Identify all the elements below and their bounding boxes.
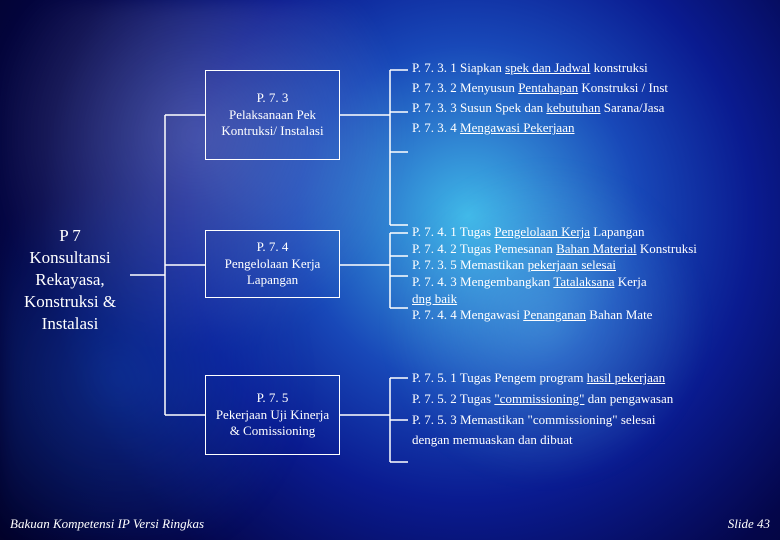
mid-code: P. 7. 3: [257, 90, 289, 107]
leaf-item: P. 7. 3. 5 Memastikan pekerjaan selesai: [412, 257, 780, 274]
leaf-item: P. 7. 5. 3 Memastikan "commissioning" se…: [412, 410, 772, 431]
leaf-item: P. 7. 4. 3 Mengembangkan Tatalaksana Ker…: [412, 274, 780, 291]
leaf-item: P. 7. 5. 2 Tugas "commissioning" dan pen…: [412, 389, 772, 410]
leaf-item: P. 7. 3. 2 Menyusun Pentahapan Konstruks…: [412, 78, 772, 98]
root-code: P 7: [59, 225, 81, 247]
leaf-group-7-4: P. 7. 4. 1 Tugas Pengelolaan Kerja Lapan…: [412, 224, 780, 324]
leaf-item: P. 7. 5. 1 Tugas Pengem program hasil pe…: [412, 368, 772, 389]
mid-node-7-4: P. 7. 4 Pengelolaan Kerja Lapangan: [205, 230, 340, 298]
leaf-item: P. 7. 4. 2 Tugas Pemesanan Bahan Materia…: [412, 241, 780, 258]
leaf-item: P. 7. 3. 3 Susun Spek dan kebutuhan Sara…: [412, 98, 772, 118]
root-title: Konsultansi Rekayasa, Konstruksi & Insta…: [16, 247, 124, 335]
mid-title: Pekerjaan Uji Kinerja & Comissioning: [212, 407, 333, 441]
leaf-group-7-3: P. 7. 3. 1 Siapkan spek dan Jadwal konst…: [412, 58, 772, 139]
leaf-item: P. 7. 4. 1 Tugas Pengelolaan Kerja Lapan…: [412, 224, 780, 241]
leaf-group-7-5: P. 7. 5. 1 Tugas Pengem program hasil pe…: [412, 368, 772, 451]
slide: P 7 Konsultansi Rekayasa, Konstruksi & I…: [0, 0, 780, 540]
mid-title: Pelaksanaan Pek Kontruksi/ Instalasi: [212, 107, 333, 141]
footer-right: Slide 43: [728, 516, 770, 532]
leaf-item: P. 7. 3. 1 Siapkan spek dan Jadwal konst…: [412, 58, 772, 78]
root-node: P 7 Konsultansi Rekayasa, Konstruksi & I…: [10, 225, 130, 335]
mid-title: Pengelolaan Kerja Lapangan: [212, 256, 333, 290]
mid-code: P. 7. 4: [257, 239, 289, 256]
mid-node-7-5: P. 7. 5 Pekerjaan Uji Kinerja & Comissio…: [205, 375, 340, 455]
leaf-item: dng baik: [412, 291, 780, 308]
mid-node-7-3: P. 7. 3 Pelaksanaan Pek Kontruksi/ Insta…: [205, 70, 340, 160]
leaf-item: P. 7. 3. 4 Mengawasi Pekerjaan: [412, 118, 772, 138]
footer-left: Bakuan Kompetensi IP Versi Ringkas: [10, 516, 204, 532]
leaf-item: dengan memuaskan dan dibuat: [412, 430, 772, 451]
leaf-item: P. 7. 4. 4 Mengawasi Penanganan Bahan Ma…: [412, 307, 780, 324]
mid-code: P. 7. 5: [257, 390, 289, 407]
